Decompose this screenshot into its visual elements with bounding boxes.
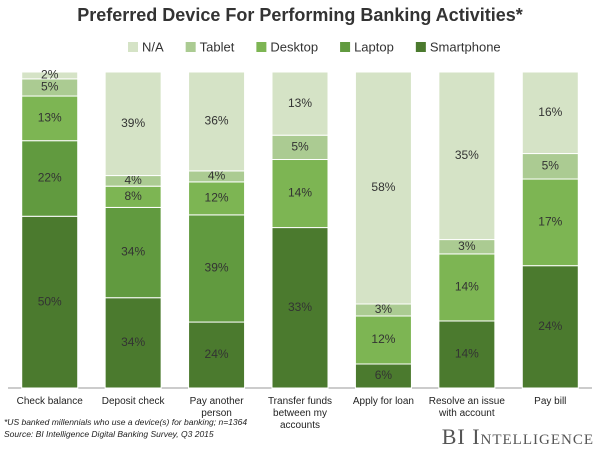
bar-segment bbox=[188, 214, 246, 323]
legend-label: N/A bbox=[142, 39, 164, 54]
value-label: 13% bbox=[38, 111, 62, 125]
value-label: 5% bbox=[41, 80, 59, 94]
value-label: 58% bbox=[371, 180, 395, 194]
bar-segment bbox=[21, 140, 79, 217]
value-label: 5% bbox=[542, 158, 560, 172]
legend-swatch bbox=[340, 42, 351, 52]
x-tick-label: Deposit check bbox=[101, 396, 165, 407]
legend-swatch bbox=[415, 42, 426, 52]
legend-swatch bbox=[256, 42, 267, 52]
bar-segment bbox=[271, 71, 329, 136]
value-label: 14% bbox=[455, 347, 479, 361]
bar-segment bbox=[438, 320, 496, 389]
value-label: 13% bbox=[288, 96, 312, 110]
value-label: 4% bbox=[124, 173, 142, 187]
value-label: 12% bbox=[205, 191, 229, 205]
bar-segment bbox=[354, 363, 412, 389]
value-label: 22% bbox=[38, 171, 62, 185]
value-label: 6% bbox=[375, 368, 393, 382]
source: Source: BI Intelligence Digital Banking … bbox=[4, 429, 214, 439]
value-label: 5% bbox=[291, 140, 309, 154]
bar-segment bbox=[21, 215, 79, 389]
bar-segment bbox=[188, 71, 246, 172]
value-label: 14% bbox=[455, 280, 479, 294]
bar-segment bbox=[188, 321, 246, 389]
value-label: 14% bbox=[288, 186, 312, 200]
x-tick-label: Resolve an issue with account bbox=[428, 396, 505, 419]
bar-segment bbox=[354, 71, 412, 305]
bar-segment bbox=[438, 71, 496, 241]
legend-swatch bbox=[185, 42, 196, 52]
x-tick-label: Pay another person bbox=[189, 396, 244, 419]
value-label: 36% bbox=[205, 114, 229, 128]
value-label: 35% bbox=[455, 148, 479, 162]
x-tick-label: Apply for loan bbox=[352, 396, 414, 407]
bar-segment bbox=[271, 227, 329, 389]
value-label: 34% bbox=[121, 245, 145, 259]
bar-segment bbox=[521, 178, 579, 267]
bar-segment bbox=[521, 153, 579, 180]
bar-segment bbox=[21, 71, 79, 80]
legend-label: Smartphone bbox=[430, 39, 501, 54]
bar-segment bbox=[104, 297, 162, 389]
value-label: 17% bbox=[538, 215, 562, 229]
x-tick-label: Pay bill bbox=[534, 396, 567, 407]
footnote: *US banked millennials who use a device(… bbox=[4, 417, 248, 427]
value-label: 34% bbox=[121, 335, 145, 349]
value-label: 24% bbox=[538, 319, 562, 333]
value-label: 3% bbox=[375, 302, 393, 316]
value-label: 3% bbox=[458, 239, 476, 253]
chart-title: Preferred Device For Performing Banking … bbox=[77, 5, 522, 25]
bar-segment bbox=[271, 159, 329, 229]
bar-segment bbox=[104, 71, 162, 177]
value-label: 12% bbox=[371, 332, 395, 346]
legend-label: Tablet bbox=[200, 39, 235, 54]
x-tick-label: Check balance bbox=[16, 396, 83, 407]
value-label: 39% bbox=[205, 261, 229, 275]
legend-label: Desktop bbox=[270, 39, 318, 54]
value-label: 24% bbox=[205, 347, 229, 361]
value-label: 2% bbox=[41, 68, 59, 82]
bar-segment bbox=[438, 253, 496, 322]
value-label: 39% bbox=[121, 116, 145, 130]
value-label: 4% bbox=[208, 169, 226, 183]
value-label: 50% bbox=[38, 294, 62, 308]
legend-swatch bbox=[128, 42, 138, 52]
value-label: 8% bbox=[124, 189, 142, 203]
value-label: 16% bbox=[538, 105, 562, 119]
legend-label: Laptop bbox=[354, 39, 394, 54]
x-tick-label: Transfer funds between my accounts bbox=[267, 396, 333, 431]
bar-segment bbox=[104, 206, 162, 299]
brand: BI Intelligence bbox=[441, 424, 594, 449]
bar-segment bbox=[521, 71, 579, 155]
value-label: 33% bbox=[288, 300, 312, 314]
